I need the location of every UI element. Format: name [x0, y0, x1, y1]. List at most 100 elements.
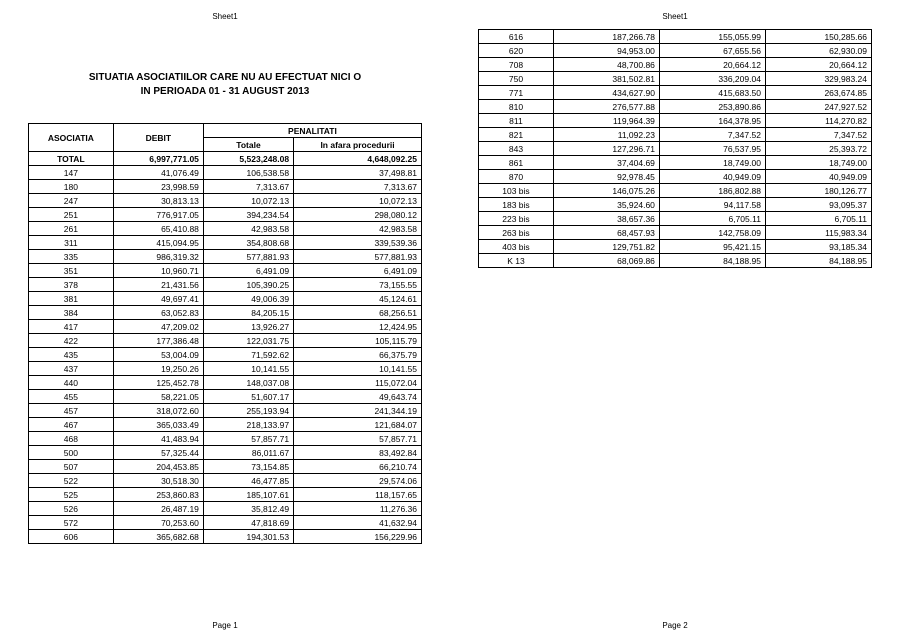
cell-code: 606 [29, 530, 114, 544]
header-afara: In afara procedurii [294, 138, 422, 152]
cell-afara: 7,347.52 [765, 128, 871, 142]
cell-totale: 20,664.12 [659, 58, 765, 72]
cell-debit: 187,266.78 [553, 30, 659, 44]
table-row: 50057,325.4486,011.6783,492.84 [29, 446, 422, 460]
header-debit: DEBIT [113, 124, 203, 152]
cell-debit: 68,069.86 [553, 254, 659, 268]
table-row: 35110,960.716,491.096,491.09 [29, 264, 422, 278]
cell-totale: 336,209.04 [659, 72, 765, 86]
cell-totale: 142,758.09 [659, 226, 765, 240]
cell-debit: 68,457.93 [553, 226, 659, 240]
cell-totale: 95,421.15 [659, 240, 765, 254]
cell-totale: 6,705.11 [659, 212, 765, 226]
table-row: 467365,033.49218,133.97121,684.07 [29, 418, 422, 432]
cell-afara: 37,498.81 [294, 166, 422, 180]
page-1: Sheet1 SITUATIA ASOCIATIILOR CARE NU AU … [0, 0, 450, 636]
cell-totale: 35,812.49 [203, 502, 293, 516]
cell-code: 381 [29, 292, 114, 306]
table-row: 46841,483.9457,857.7157,857.71 [29, 432, 422, 446]
header-totale: Totale [203, 138, 293, 152]
cell-code: 378 [29, 278, 114, 292]
cell-totale: 47,818.69 [203, 516, 293, 530]
cell-code: 467 [29, 418, 114, 432]
cell-debit: 127,296.71 [553, 142, 659, 156]
cell-afara: 6,705.11 [765, 212, 871, 226]
cell-totale: 46,477.85 [203, 474, 293, 488]
cell-afara: 263,674.85 [765, 86, 871, 100]
cell-totale: 42,983.58 [203, 222, 293, 236]
cell-totale: 415,683.50 [659, 86, 765, 100]
table-row: 403 bis129,751.8295,421.1593,185.34 [479, 240, 872, 254]
cell-code: 861 [479, 156, 554, 170]
cell-afara: 6,491.09 [294, 264, 422, 278]
cell-totale: 40,949.09 [659, 170, 765, 184]
cell-afara: 25,393.72 [765, 142, 871, 156]
cell-debit: 26,487.19 [113, 502, 203, 516]
cell-afara: 7,313.67 [294, 180, 422, 194]
title-line-2: IN PERIOADA 01 - 31 AUGUST 2013 [28, 85, 422, 99]
table-row: 38149,697.4149,006.3945,124.61 [29, 292, 422, 306]
cell-code: 522 [29, 474, 114, 488]
cell-debit: 37,404.69 [553, 156, 659, 170]
cell-totale: 218,133.97 [203, 418, 293, 432]
cell-afara: 118,157.65 [294, 488, 422, 502]
cell-debit: 125,452.78 [113, 376, 203, 390]
table-row: 771434,627.90415,683.50263,674.85 [479, 86, 872, 100]
total-afara: 4,648,092.25 [294, 152, 422, 166]
cell-afara: 18,749.00 [765, 156, 871, 170]
cell-debit: 434,627.90 [553, 86, 659, 100]
cell-totale: 84,188.95 [659, 254, 765, 268]
title-block: SITUATIA ASOCIATIILOR CARE NU AU EFECTUA… [28, 71, 422, 99]
cell-debit: 47,209.02 [113, 320, 203, 334]
cell-code: 422 [29, 334, 114, 348]
cell-totale: 13,926.27 [203, 320, 293, 334]
cell-totale: 51,607.17 [203, 390, 293, 404]
cell-totale: 186,802.88 [659, 184, 765, 198]
cell-code: 403 bis [479, 240, 554, 254]
cell-afara: 45,124.61 [294, 292, 422, 306]
cell-afara: 180,126.77 [765, 184, 871, 198]
cell-totale: 86,011.67 [203, 446, 293, 460]
cell-totale: 155,055.99 [659, 30, 765, 44]
table-row: 311415,094.95354,808.68339,539.36 [29, 236, 422, 250]
cell-totale: 10,141.55 [203, 362, 293, 376]
sheet-label-2: Sheet1 [478, 12, 872, 21]
table-row: 26165,410.8842,983.5842,983.58 [29, 222, 422, 236]
cell-totale: 194,301.53 [203, 530, 293, 544]
table-row: 43719,250.2610,141.5510,141.55 [29, 362, 422, 376]
cell-afara: 20,664.12 [765, 58, 871, 72]
cell-debit: 177,386.48 [113, 334, 203, 348]
cell-afara: 68,256.51 [294, 306, 422, 320]
cell-afara: 115,072.04 [294, 376, 422, 390]
cell-totale: 57,857.71 [203, 432, 293, 446]
table-row: 87092,978.4540,949.0940,949.09 [479, 170, 872, 184]
table-row: 86137,404.6918,749.0018,749.00 [479, 156, 872, 170]
cell-code: 507 [29, 460, 114, 474]
header-row-1: ASOCIATIA DEBIT PENALITATI [29, 124, 422, 138]
cell-totale: 577,881.93 [203, 250, 293, 264]
cell-debit: 57,325.44 [113, 446, 203, 460]
table-row: 57270,253.6047,818.6941,632.94 [29, 516, 422, 530]
cell-totale: 49,006.39 [203, 292, 293, 306]
cell-totale: 7,313.67 [203, 180, 293, 194]
table-row: 14741,076.49106,538.5837,498.81 [29, 166, 422, 180]
cell-afara: 49,643.74 [294, 390, 422, 404]
cell-totale: 255,193.94 [203, 404, 293, 418]
table-row: 843127,296.7176,537.9525,393.72 [479, 142, 872, 156]
cell-afara: 40,949.09 [765, 170, 871, 184]
cell-code: 771 [479, 86, 554, 100]
cell-debit: 94,953.00 [553, 44, 659, 58]
cell-debit: 365,033.49 [113, 418, 203, 432]
table-row: 335986,319.32577,881.93577,881.93 [29, 250, 422, 264]
cell-afara: 577,881.93 [294, 250, 422, 264]
cell-afara: 114,270.82 [765, 114, 871, 128]
cell-debit: 30,518.30 [113, 474, 203, 488]
cell-afara: 83,492.84 [294, 446, 422, 460]
cell-totale: 67,655.56 [659, 44, 765, 58]
cell-debit: 129,751.82 [553, 240, 659, 254]
cell-code: 384 [29, 306, 114, 320]
cell-totale: 185,107.61 [203, 488, 293, 502]
cell-code: 263 bis [479, 226, 554, 240]
total-row: TOTAL 6,997,771.05 5,523,248.08 4,648,09… [29, 152, 422, 166]
table-row: K 1368,069.8684,188.9584,188.95 [479, 254, 872, 268]
